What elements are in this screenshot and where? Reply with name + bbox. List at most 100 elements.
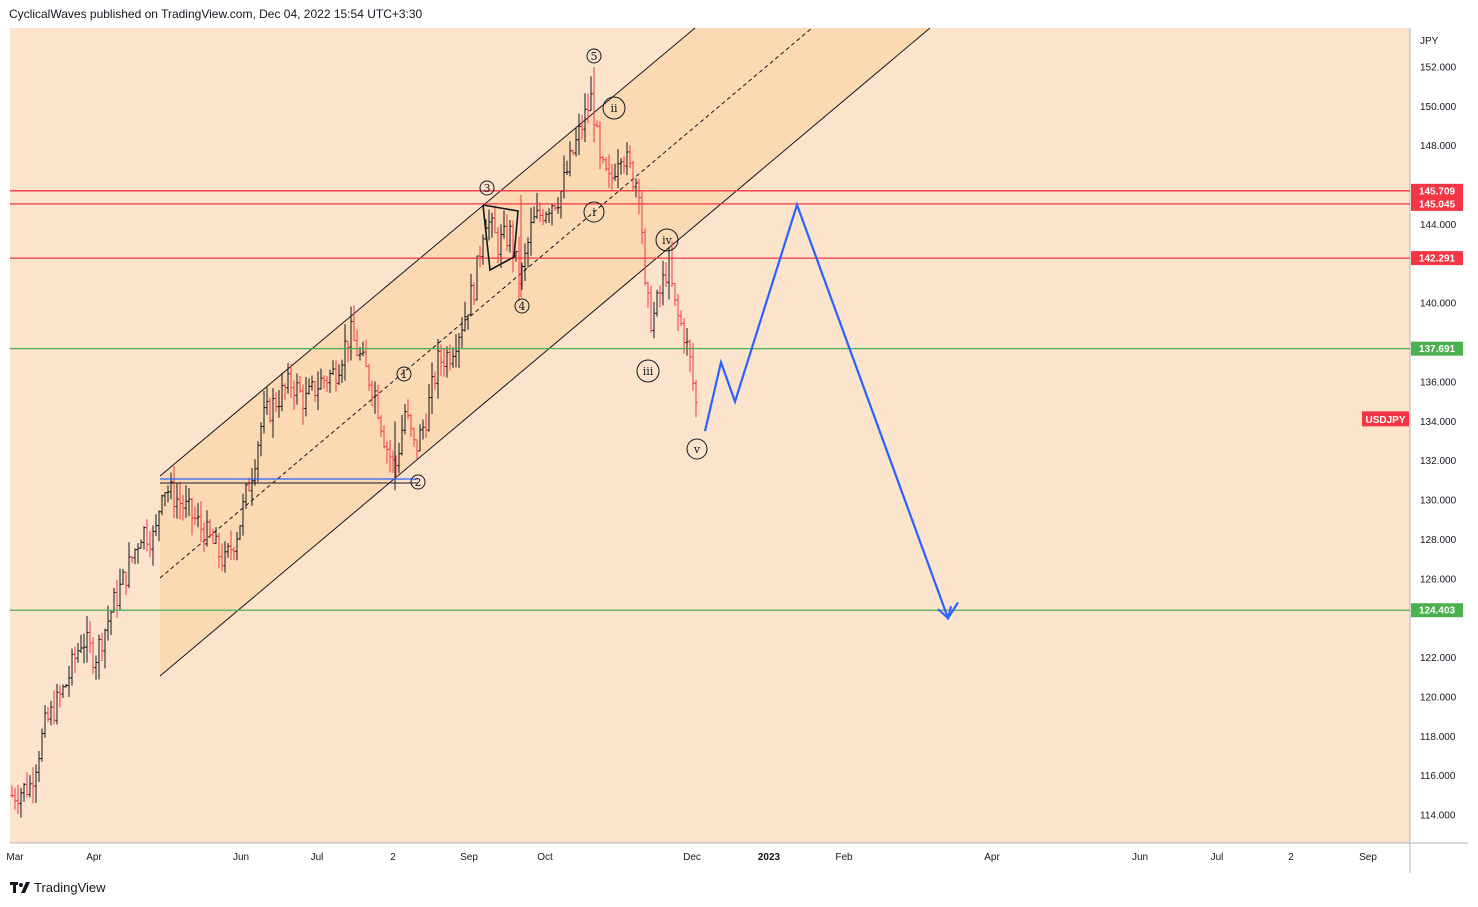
candle [349,306,353,361]
wave-label-text: 2 [415,476,422,489]
candle [544,211,548,224]
tradingview-branding[interactable]: TradingView [10,880,106,895]
candle [583,93,587,143]
candle [415,439,419,459]
candle [232,546,236,560]
level-price-label: 145.045 [1419,199,1456,210]
candle [10,785,14,798]
candle [304,376,308,417]
candle [418,424,422,452]
candle [649,285,653,333]
time-tick-label: 2023 [758,852,781,863]
level-price-tag [1411,251,1463,266]
level-price-label: 145.709 [1419,186,1456,197]
candle [229,530,233,560]
candle [442,348,446,377]
wave-label-circle [586,48,602,64]
candle [613,163,617,181]
wave-label-circle [410,474,426,490]
wave-label: i [583,201,605,223]
currency-label: JPY [1420,36,1439,47]
candle [166,485,170,503]
candle [430,362,434,415]
candle [565,160,569,176]
candle [25,772,29,798]
level-price-tag [1411,196,1463,211]
candle [16,785,20,815]
candle [463,301,467,332]
candle [571,149,575,156]
wave-label-circle [602,96,626,120]
candle [109,609,113,636]
wave-label: iv [655,228,679,252]
candle [355,329,359,357]
candle [70,648,74,686]
price-tick-label: 126.000 [1420,574,1457,585]
candle [574,128,578,157]
candle [604,157,608,172]
candle [427,384,431,432]
candle [619,158,623,175]
candle [424,413,428,438]
wave-label-text: ii [610,102,618,115]
candle [556,197,560,214]
candle [643,228,647,286]
candle [184,485,188,518]
symbol-tag [1362,411,1409,427]
candle [445,346,449,378]
level-price-tag [1411,341,1463,356]
candle [52,690,56,725]
candle [625,142,629,176]
candle [124,571,128,595]
candle [433,371,437,391]
wave-label-text: 1 [401,368,408,381]
wave-label-text: 3 [484,182,491,195]
candle [640,190,644,245]
wave-label: 3 [479,180,495,196]
candle [328,369,332,394]
candle [451,347,455,368]
candle [67,665,71,697]
candle [142,526,146,550]
candle [94,655,98,680]
wave-label: v [686,438,708,460]
candle [271,388,275,438]
candle [49,700,53,726]
candle [163,492,167,507]
candle [103,628,107,669]
candle [298,376,302,393]
wave-label-circle [514,298,530,314]
time-tick-label: Jul [311,852,324,863]
candle [112,587,116,613]
candle [292,380,296,410]
candle [535,192,539,219]
wave-label: iii [636,359,660,383]
candle [502,210,506,239]
candle [529,207,533,256]
candle [475,255,479,301]
time-tick-label: 2 [1288,852,1294,863]
wave-label-circle [479,180,495,196]
candle [346,340,350,363]
candle [538,202,542,223]
candle [661,260,665,306]
candle [343,324,347,381]
candle [169,472,173,500]
candle [55,683,59,725]
candle [517,236,521,302]
candle [607,154,611,188]
candle [253,459,257,486]
candle [391,450,395,473]
candle [496,227,500,264]
candle [289,363,293,398]
candle [58,685,62,708]
candle [34,764,38,803]
candle [550,204,554,226]
candle [181,494,185,521]
candle [268,397,272,423]
candle [367,364,371,391]
candle [151,525,155,566]
price-tick-label: 134.000 [1420,417,1457,428]
candle [379,415,383,437]
